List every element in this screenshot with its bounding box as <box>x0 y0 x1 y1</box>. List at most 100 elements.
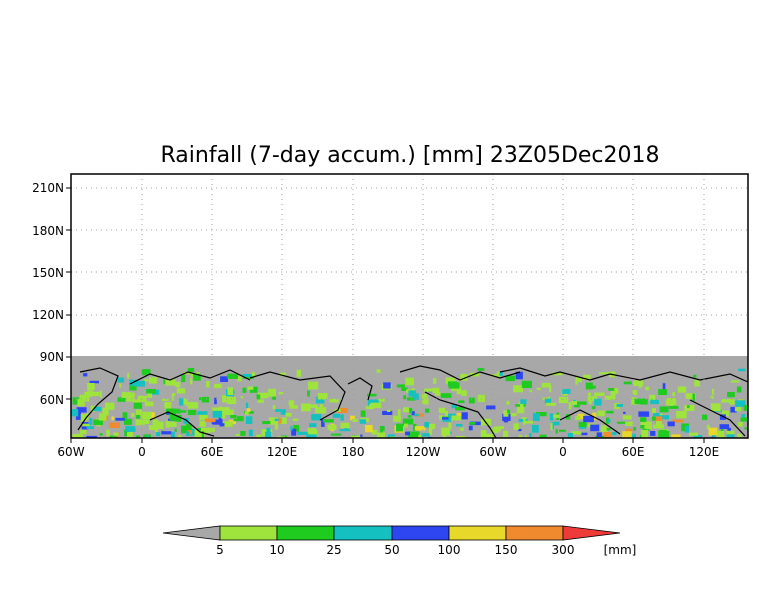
colorbar-bin <box>219 525 278 541</box>
rainfall-cell <box>730 406 737 413</box>
rainfall-cell <box>230 415 237 419</box>
rainfall-cell <box>536 412 547 417</box>
rainfall-cell <box>658 389 668 395</box>
colorbar-tick-label: 100 <box>438 543 461 557</box>
rainfall-cell <box>591 406 596 410</box>
rainfall-cell <box>455 406 465 411</box>
rainfall-cell <box>612 432 617 436</box>
rainfall-cell <box>272 405 276 410</box>
rainfall-cell <box>248 429 253 437</box>
rainfall-cell <box>319 404 323 408</box>
rainfall-cell <box>83 373 88 377</box>
rainfall-cell <box>578 421 587 427</box>
rainfall-cell <box>246 408 251 412</box>
lon-tick-label: 180 <box>342 445 365 459</box>
rainfall-cell <box>397 409 401 417</box>
rainfall-cell <box>201 431 204 438</box>
rainfall-cell <box>421 433 430 437</box>
rainfall-cell <box>306 434 317 438</box>
rainfall-cell <box>226 397 237 405</box>
rainfall-cell <box>214 397 217 405</box>
rainfall-cell <box>583 415 594 423</box>
rainfall-cell <box>544 398 552 404</box>
rainfall-cell <box>126 395 135 402</box>
rainfall-cell <box>577 401 587 405</box>
rainfall-cell <box>631 397 637 405</box>
rainfall-cell <box>408 433 416 438</box>
rainfall-cell <box>165 420 170 428</box>
rainfall-cell <box>227 373 238 379</box>
rainfall-cell <box>251 372 255 378</box>
rainfall-cell <box>516 407 525 414</box>
rainfall-cell <box>442 417 449 420</box>
rainfall-cell <box>513 423 519 430</box>
map-title: Rainfall (7-day accum.) [mm] 23Z05Dec201… <box>160 143 659 168</box>
rainfall-cell <box>196 372 200 376</box>
rainfall-cell <box>187 368 195 373</box>
rainfall-cell <box>187 409 197 416</box>
rainfall-cell <box>652 408 656 414</box>
rainfall-cell <box>455 424 463 427</box>
rainfall-cell <box>327 424 337 430</box>
rainfall-cell <box>520 399 527 405</box>
rainfall-cell <box>185 402 194 406</box>
rainfall-cell <box>590 424 600 432</box>
rainfall-cell <box>194 430 205 438</box>
rainfall-cell <box>99 433 103 436</box>
rainfall-cell <box>523 420 533 424</box>
rainfall-cell <box>171 431 175 438</box>
rainfall-cell <box>274 424 279 430</box>
rainfall-cell <box>743 405 748 411</box>
rainfall-cell <box>622 415 632 420</box>
rainfall-cell <box>424 422 430 428</box>
rainfall-cell <box>518 428 522 432</box>
rainfall-cell <box>321 419 325 427</box>
rainfall-cell <box>291 428 297 436</box>
rainfall-cell <box>105 402 115 410</box>
rainfall-cell <box>525 435 527 438</box>
rainfall-cell <box>388 434 395 438</box>
rainfall-cell <box>640 398 648 405</box>
rainfall-cell <box>293 424 300 432</box>
rainfall-cell <box>502 413 511 421</box>
rainfall-cell <box>124 429 129 437</box>
rainfall-cell <box>136 409 142 417</box>
rainfall-cell <box>113 432 119 436</box>
rainfall-cell <box>408 390 416 397</box>
rainfall-cell <box>442 418 451 422</box>
rainfall-cell <box>256 434 262 438</box>
lat-lon-grid <box>66 174 748 443</box>
rainfall-cell <box>80 429 87 435</box>
rainfall-cell <box>710 395 714 399</box>
colorbar-unit-label: [mm] <box>604 543 637 557</box>
colorbar-upper-triangle <box>562 525 621 541</box>
rainfall-cell <box>245 416 253 424</box>
rainfall-cell <box>735 400 746 407</box>
rainfall-cell <box>297 431 309 435</box>
rainfall-cell <box>272 395 276 400</box>
lat-tick-label: 60N <box>40 393 64 407</box>
rainfall-cell <box>415 413 425 417</box>
rainfall-cell <box>161 398 169 401</box>
rainfall-cell <box>662 383 666 391</box>
rainfall-cell <box>656 421 662 426</box>
rainfall-cell <box>214 383 222 389</box>
rainfall-cell <box>359 419 367 424</box>
rainfall-cell <box>307 390 310 397</box>
rainfall-cell <box>694 379 700 387</box>
rainfall-cell <box>667 421 675 427</box>
rainfall-cell <box>279 417 287 424</box>
rainfall-cell <box>653 413 660 417</box>
rainfall-cell <box>79 394 90 402</box>
rainfall-cell <box>80 414 87 422</box>
rainfall-cell <box>89 418 93 425</box>
rainfall-cell <box>275 409 286 412</box>
rainfall-cell <box>491 374 500 377</box>
rainfall-cell <box>576 376 582 383</box>
coastline <box>249 371 346 421</box>
rainfall-cell <box>387 409 391 412</box>
colorbar-bin <box>276 525 335 541</box>
rainfall-cell <box>133 399 140 403</box>
rainfall-cell <box>567 433 573 438</box>
rainfall-cell <box>301 403 311 412</box>
